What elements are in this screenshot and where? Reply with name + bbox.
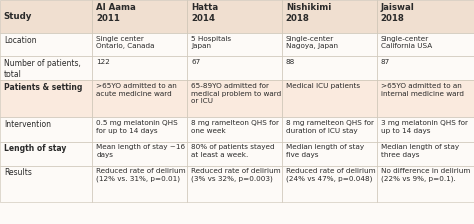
Bar bbox=[92, 56, 187, 80]
Bar bbox=[92, 80, 187, 117]
Bar bbox=[0, 142, 92, 166]
Bar bbox=[0, 117, 92, 142]
Text: Reduced rate of delirium
(3% vs 32%, p=0.003): Reduced rate of delirium (3% vs 32%, p=0… bbox=[191, 168, 281, 182]
Bar bbox=[377, 117, 474, 142]
Text: 0.5 mg melatonin QHS
for up to 14 days: 0.5 mg melatonin QHS for up to 14 days bbox=[96, 120, 178, 134]
Text: 8 mg ramelteon QHS for
one week: 8 mg ramelteon QHS for one week bbox=[191, 120, 279, 134]
Bar bbox=[187, 80, 282, 117]
Text: >65YO admitted to an
internal medicine ward: >65YO admitted to an internal medicine w… bbox=[381, 83, 464, 97]
Bar bbox=[92, 166, 187, 202]
Text: Medical ICU patients: Medical ICU patients bbox=[286, 83, 360, 89]
Bar bbox=[92, 33, 187, 56]
Text: Al Aama
2011: Al Aama 2011 bbox=[96, 3, 136, 23]
Bar bbox=[0, 56, 92, 80]
Bar bbox=[92, 142, 187, 166]
Text: 67: 67 bbox=[191, 59, 201, 65]
Bar bbox=[187, 117, 282, 142]
Bar bbox=[0, 0, 92, 33]
Text: Study: Study bbox=[4, 12, 32, 21]
Bar bbox=[187, 142, 282, 166]
Text: Single-center
California USA: Single-center California USA bbox=[381, 36, 432, 49]
Bar bbox=[282, 117, 377, 142]
Bar bbox=[0, 33, 92, 56]
Bar bbox=[282, 80, 377, 117]
Text: Reduced rate of delirium
(12% vs. 31%, p=0.01): Reduced rate of delirium (12% vs. 31%, p… bbox=[96, 168, 186, 182]
Text: 88: 88 bbox=[286, 59, 295, 65]
Text: Number of patients,
total: Number of patients, total bbox=[4, 59, 81, 79]
Bar bbox=[187, 33, 282, 56]
Bar bbox=[187, 56, 282, 80]
Text: >65YO admitted to an
acute medicine ward: >65YO admitted to an acute medicine ward bbox=[96, 83, 177, 97]
Bar bbox=[377, 56, 474, 80]
Text: Hatta
2014: Hatta 2014 bbox=[191, 3, 218, 23]
Text: 3 mg melatonin QHS for
up to 14 days: 3 mg melatonin QHS for up to 14 days bbox=[381, 120, 468, 134]
Bar bbox=[377, 80, 474, 117]
Bar bbox=[187, 166, 282, 202]
Bar bbox=[92, 117, 187, 142]
Bar bbox=[282, 142, 377, 166]
Text: 80% of patients stayed
at least a week.: 80% of patients stayed at least a week. bbox=[191, 144, 274, 158]
Text: Median length of stay
five days: Median length of stay five days bbox=[286, 144, 364, 158]
Text: No difference in delirium
(22% vs 9%, p=0.1).: No difference in delirium (22% vs 9%, p=… bbox=[381, 168, 470, 182]
Text: Patients & setting: Patients & setting bbox=[4, 83, 82, 92]
Bar bbox=[92, 0, 187, 33]
Text: 65-89YO admitted for
medical problem to ward
or ICU: 65-89YO admitted for medical problem to … bbox=[191, 83, 281, 104]
Bar bbox=[377, 33, 474, 56]
Text: Jaiswal
2018: Jaiswal 2018 bbox=[381, 3, 414, 23]
Text: 5 Hospitals
Japan: 5 Hospitals Japan bbox=[191, 36, 231, 49]
Text: 122: 122 bbox=[96, 59, 110, 65]
Bar bbox=[187, 0, 282, 33]
Text: 8 mg ramelteon QHS for
duration of ICU stay: 8 mg ramelteon QHS for duration of ICU s… bbox=[286, 120, 374, 134]
Text: Nishikimi
2018: Nishikimi 2018 bbox=[286, 3, 331, 23]
Text: Intervention: Intervention bbox=[4, 120, 51, 129]
Bar bbox=[282, 0, 377, 33]
Bar bbox=[377, 142, 474, 166]
Bar bbox=[0, 166, 92, 202]
Bar bbox=[282, 166, 377, 202]
Bar bbox=[377, 0, 474, 33]
Text: Location: Location bbox=[4, 36, 36, 45]
Text: Reduced rate of delirium
(24% vs 47%, p=0.048): Reduced rate of delirium (24% vs 47%, p=… bbox=[286, 168, 375, 182]
Text: Single-center
Nagoya, Japan: Single-center Nagoya, Japan bbox=[286, 36, 338, 49]
Text: 87: 87 bbox=[381, 59, 390, 65]
Bar bbox=[0, 80, 92, 117]
Text: Median length of stay
three days: Median length of stay three days bbox=[381, 144, 459, 158]
Bar bbox=[282, 56, 377, 80]
Text: Results: Results bbox=[4, 168, 32, 177]
Bar bbox=[282, 33, 377, 56]
Text: Single center
Ontario, Canada: Single center Ontario, Canada bbox=[96, 36, 155, 49]
Bar bbox=[377, 166, 474, 202]
Text: Length of stay: Length of stay bbox=[4, 144, 66, 153]
Text: Mean length of stay ~16
days: Mean length of stay ~16 days bbox=[96, 144, 185, 158]
